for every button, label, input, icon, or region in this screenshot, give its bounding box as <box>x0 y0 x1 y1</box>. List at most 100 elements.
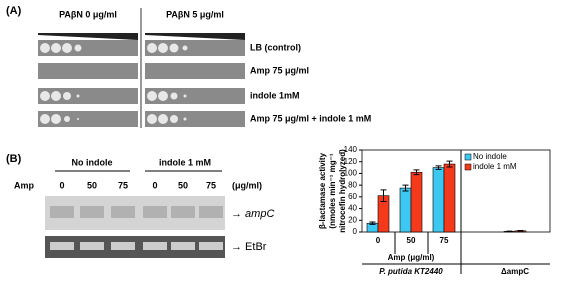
legend-swatch <box>464 153 472 161</box>
spot <box>77 118 79 120</box>
x-axis-label: Amp (μg/ml) <box>388 253 435 262</box>
bar <box>443 163 456 233</box>
wedge <box>145 33 245 40</box>
lane-label: 0 <box>59 180 64 190</box>
group-label: No indole <box>72 157 113 167</box>
spot <box>64 116 70 122</box>
band <box>80 206 104 218</box>
panel-a: (A) PAβN 0 μg/ml PAβN 5 μg/ml LB (contro… <box>6 5 371 128</box>
band <box>171 206 195 218</box>
band <box>199 206 223 218</box>
lane-label: 0 <box>152 180 157 190</box>
spot <box>74 44 82 52</box>
plate <box>145 88 245 104</box>
panel-b: (B) No indole indole 1 mM Amp (μg/ml) → … <box>6 153 274 258</box>
spot <box>40 114 50 124</box>
band <box>111 242 135 250</box>
band-label: → ampC <box>231 208 274 220</box>
band <box>80 242 104 250</box>
column-header: PAβN 0 μg/ml <box>59 9 117 19</box>
spot <box>147 43 157 53</box>
spot <box>170 115 178 123</box>
error-bar <box>446 160 453 168</box>
row-label: Amp 75 μg/ml <box>250 65 309 75</box>
y-axis-label: (nmoles min⁻¹ mg⁻¹ <box>328 153 337 228</box>
y-axis-label: β-lactamase activity <box>318 152 327 229</box>
band <box>143 206 167 218</box>
spot <box>51 91 61 101</box>
spot <box>170 92 178 100</box>
error-bar <box>506 230 513 233</box>
plot-frame <box>361 149 551 233</box>
lane-label: 50 <box>178 180 188 190</box>
x-tick-label: 0 <box>376 236 381 245</box>
bar <box>432 167 445 233</box>
unit-label: (μg/ml) <box>232 180 262 190</box>
spot <box>158 91 168 101</box>
plate <box>145 111 245 127</box>
band <box>111 206 135 218</box>
plate <box>38 40 138 56</box>
band-label: → EtBr <box>231 241 267 253</box>
y-tick-label: 80 <box>348 180 357 189</box>
error-bar <box>413 169 420 176</box>
plate <box>145 63 245 79</box>
band <box>50 206 74 218</box>
legend-swatch <box>464 163 472 171</box>
lane-label: 75 <box>118 180 128 190</box>
y-tick-label: 100 <box>344 169 358 178</box>
row-label: LB (control) <box>250 42 301 52</box>
x-group-label: ΔampC <box>501 267 529 276</box>
spot <box>169 43 179 53</box>
column-header: PAβN 5 μg/ml <box>166 9 224 19</box>
bar <box>399 187 412 233</box>
x-group-label: P. putida KT2440 <box>379 267 443 276</box>
plate <box>38 111 138 127</box>
lane-label: 75 <box>206 180 216 190</box>
spot <box>40 43 50 53</box>
group-label: indole 1 mM <box>159 157 211 167</box>
row-label: indole 1mM <box>250 90 300 100</box>
y-tick-label: 60 <box>348 192 357 201</box>
spot <box>40 91 50 101</box>
panel-label: (A) <box>6 5 22 17</box>
error-bar <box>435 165 442 170</box>
plate <box>145 40 245 56</box>
spot <box>147 114 157 124</box>
bar <box>410 171 423 233</box>
band <box>171 242 195 250</box>
x-tick-label: 50 <box>407 236 416 245</box>
y-tick-label: 20 <box>348 215 357 224</box>
spot <box>76 94 80 98</box>
panel-label: (B) <box>6 153 22 165</box>
error-bar <box>402 184 409 192</box>
lane-label: 50 <box>87 180 97 190</box>
x-tick-label: 75 <box>440 236 449 245</box>
error-bar <box>517 230 524 232</box>
spot <box>158 114 168 124</box>
spot <box>183 117 187 121</box>
plate <box>38 88 138 104</box>
spot <box>62 43 72 53</box>
row-label: Amp 75 μg/ml + indole 1 mM <box>250 113 371 123</box>
spot <box>182 45 188 51</box>
band <box>143 242 167 250</box>
spot <box>183 94 187 98</box>
wedge <box>38 33 138 40</box>
legend-label: indole 1 mM <box>473 162 517 171</box>
y-tick-label: 140 <box>344 145 358 154</box>
band <box>199 242 223 250</box>
spot <box>51 114 61 124</box>
error-bar <box>380 189 387 203</box>
spot <box>147 91 157 101</box>
spot <box>63 92 71 100</box>
spot <box>158 43 168 53</box>
y-axis-label: nitrocefin hydrolyzed) <box>338 149 347 233</box>
error-bar <box>369 221 376 225</box>
spot <box>51 43 61 53</box>
legend-label: No indole <box>473 152 507 161</box>
y-tick-label: 40 <box>348 204 357 213</box>
y-tick-label: 0 <box>353 227 358 236</box>
plate <box>38 63 138 79</box>
